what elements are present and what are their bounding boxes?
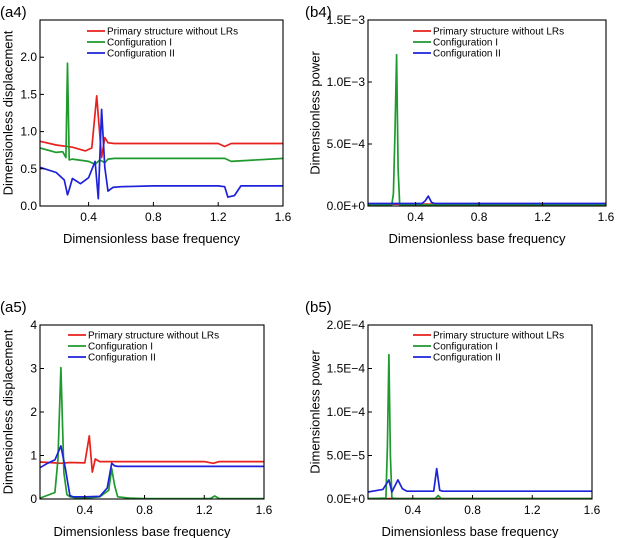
y-tick-label: 0.0E+0 (327, 199, 366, 213)
x-tick-label: 1.2 (196, 503, 213, 517)
legend-entry: Configuration I (107, 38, 172, 49)
series-line-3 (40, 445, 264, 498)
y-tick-label: 5.0E−5 (327, 449, 366, 463)
series-line-1 (40, 95, 283, 159)
chart-panel-3: 0.4 0.8 1.2 1.6 0 1 2 3 4 Dimensionless base freq… (0, 299, 273, 538)
x-tick-label: 1.6 (584, 503, 601, 517)
x-tick-label: 1.6 (256, 503, 273, 517)
legend-entry: Primary structure without LRs (433, 331, 564, 342)
y-tick-label: 0.5 (20, 162, 37, 176)
y-axis-label: Dimensionless power (307, 51, 322, 175)
series-line-2 (368, 353, 592, 499)
x-tick-label: 1.2 (210, 210, 227, 224)
series-line-3 (368, 195, 606, 205)
x-axis-label: Dimensionless base frequency (381, 524, 559, 538)
panel-label: (b5) (305, 299, 332, 316)
x-tick-label: 1.2 (524, 503, 541, 517)
legend-entry: Configuration I (433, 342, 498, 353)
x-tick-label: 0.8 (464, 503, 481, 517)
legend-entry: Configuration II (107, 49, 175, 60)
series-line-3 (368, 467, 592, 493)
plot-frame (367, 19, 607, 207)
y-tick-label: 1.0E−3 (327, 75, 366, 89)
x-tick-label: 0.8 (471, 210, 488, 224)
series-line-3 (40, 108, 283, 200)
y-tick-label: 0 (30, 492, 37, 506)
x-tick-label: 0.4 (80, 210, 97, 224)
series-line-1 (40, 435, 264, 473)
x-tick-label: 0.4 (404, 503, 421, 517)
x-axis-label: Dimensionless base frequency (63, 231, 241, 246)
series-line-2 (40, 366, 264, 499)
y-tick-label: 1.5E−4 (327, 362, 366, 376)
legend-entry: Configuration I (88, 342, 153, 353)
y-tick-label: 1.5 (20, 87, 37, 101)
panel-label: (b4) (305, 4, 332, 21)
y-tick-label: 1.0E−4 (327, 405, 366, 419)
legend-entry: Configuration I (433, 38, 498, 49)
y-tick-label: 5.0E−4 (327, 137, 366, 151)
panel-label: (a4) (0, 4, 27, 21)
y-tick-label: 0.0E+0 (327, 492, 366, 506)
legend-entry: Configuration II (433, 353, 501, 364)
legend-entry: Primary structure without LRs (88, 331, 219, 342)
x-axis-label: Dimensionless base frequency (388, 231, 566, 246)
x-tick-label: 0.8 (136, 503, 153, 517)
x-tick-label: 0.4 (76, 503, 93, 517)
series-line-2 (40, 62, 283, 166)
y-axis-label: Dimensionless displacement (0, 329, 15, 494)
x-axis-label: Dimensionless base frequency (53, 524, 231, 538)
x-tick-label: 0.8 (145, 210, 162, 224)
chart-panel-1: 0.4 0.8 1.2 1.6 0.0 0.5 1.0 1.5 2.0 Dimensionless… (0, 4, 292, 246)
y-tick-label: 4 (30, 318, 37, 332)
panel-label: (a5) (0, 299, 27, 316)
y-axis-label: Dimensionless displacement (0, 30, 15, 195)
legend-entry: Primary structure without LRs (433, 27, 564, 38)
legend-entry: Configuration II (433, 49, 501, 60)
chart-panel-4: 0.4 0.8 1.2 1.6 0.0E+0 5.0E−5 1.0E−4 1.5E−4 2.0E… (305, 299, 601, 538)
chart-panel-2: 0.4 0.8 1.2 1.6 0.0E+0 5.0E−4 1.0E−3 1.5E−3 Dime… (305, 4, 615, 246)
y-tick-label: 2 (30, 405, 37, 419)
series-line-2 (368, 53, 606, 206)
y-tick-label: 1 (30, 449, 37, 463)
x-tick-label: 1.2 (534, 210, 551, 224)
legend-entry: Primary structure without LRs (107, 27, 238, 38)
y-axis-label: Dimensionless power (307, 350, 322, 474)
x-tick-label: 0.4 (407, 210, 424, 224)
y-tick-label: 2.0 (20, 50, 37, 64)
y-tick-label: 1.0 (20, 125, 37, 139)
y-tick-label: 2.0E−4 (327, 318, 366, 332)
y-tick-label: 0.0 (20, 199, 37, 213)
legend-entry: Configuration II (88, 353, 156, 364)
y-tick-label: 3 (30, 362, 37, 376)
x-tick-label: 1.6 (275, 210, 292, 224)
plot-frame (39, 19, 284, 207)
x-tick-label: 1.6 (598, 210, 615, 224)
y-tick-label: 1.5E−3 (327, 13, 366, 27)
